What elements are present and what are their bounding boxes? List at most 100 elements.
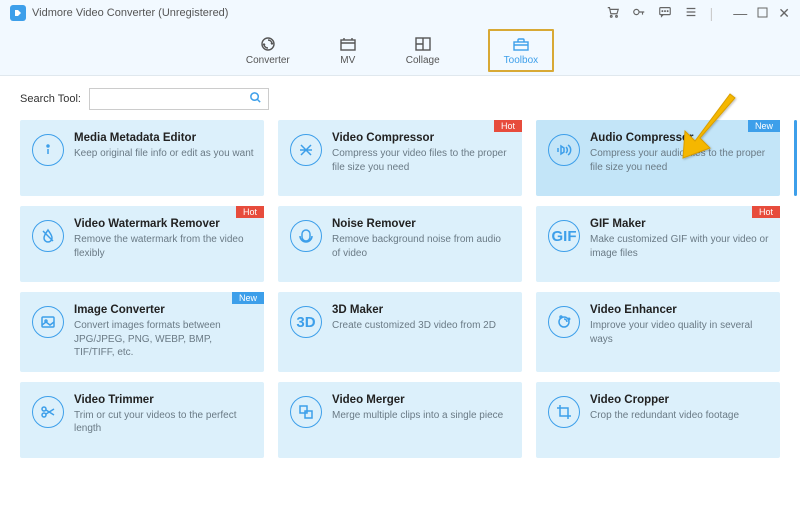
search-icon[interactable] — [249, 91, 262, 107]
card-body: Video Merger Merge multiple clips into a … — [332, 394, 512, 446]
tools-grid-wrap: Media Metadata Editor Keep original file … — [0, 120, 800, 472]
titlebar: Vidmore Video Converter (Unregistered) |… — [0, 0, 800, 26]
scroll-indicator[interactable] — [794, 120, 797, 196]
card-title: Media Metadata Editor — [74, 132, 254, 144]
badge-new: New — [232, 292, 264, 304]
tool-card[interactable]: Video Enhancer Improve your video quality… — [536, 292, 780, 372]
badge-hot: Hot — [236, 206, 264, 218]
tab-label: MV — [340, 55, 355, 66]
separator: | — [710, 5, 714, 21]
card-desc: Remove the watermark from the video flex… — [74, 233, 254, 260]
tab-collage[interactable]: Collage — [406, 35, 440, 66]
card-title: Video Merger — [332, 394, 512, 406]
svg-text:GIF: GIF — [552, 228, 577, 245]
card-desc: Convert images formats between JPG/JPEG,… — [74, 319, 254, 360]
menu-icon[interactable] — [684, 5, 698, 22]
enhance-icon — [548, 306, 580, 338]
tab-label: Toolbox — [504, 55, 538, 66]
card-body: Image Converter Convert images formats be… — [74, 304, 254, 360]
card-body: Media Metadata Editor Keep original file … — [74, 132, 254, 184]
3d-icon: 3D — [290, 306, 322, 338]
collage-icon — [413, 35, 433, 53]
tool-card[interactable]: Video Cropper Crop the redundant video fo… — [536, 382, 780, 458]
card-desc: Crop the redundant video footage — [590, 409, 770, 423]
trim-icon — [32, 396, 64, 428]
card-desc: Improve your video quality in several wa… — [590, 319, 770, 346]
tool-card[interactable]: 3D 3D Maker Create customized 3D video fro… — [278, 292, 522, 372]
card-desc: Make customized GIF with your video or i… — [590, 233, 770, 260]
tab-mv[interactable]: MV — [338, 35, 358, 66]
audio-compress-icon — [548, 134, 580, 166]
titlebar-right: | — ✕ — [606, 5, 790, 22]
key-icon[interactable] — [632, 5, 646, 22]
search-label: Search Tool: — [20, 93, 81, 105]
card-body: Audio Compressor Compress your audio file… — [590, 132, 770, 184]
tool-card[interactable]: NewImage Converter Convert images formats… — [20, 292, 264, 372]
tool-card[interactable]: HotVideo Watermark Remover Remove the wat… — [20, 206, 264, 282]
card-title: 3D Maker — [332, 304, 512, 316]
noise-icon — [290, 220, 322, 252]
watermark-icon — [32, 220, 64, 252]
card-title: Video Enhancer — [590, 304, 770, 316]
minimize-icon[interactable]: — — [733, 5, 747, 22]
svg-text:3D: 3D — [296, 314, 315, 331]
card-title: Image Converter — [74, 304, 254, 316]
tab-label: Collage — [406, 55, 440, 66]
tab-toolbox[interactable]: Toolbox — [488, 29, 554, 72]
card-desc: Merge multiple clips into a single piece — [332, 409, 512, 423]
close-icon[interactable]: ✕ — [778, 5, 790, 22]
converter-icon — [258, 35, 278, 53]
card-desc: Compress your video files to the proper … — [332, 147, 512, 174]
maximize-icon[interactable] — [757, 5, 768, 22]
merge-icon — [290, 396, 322, 428]
tools-grid: Media Metadata Editor Keep original file … — [20, 120, 780, 458]
badge-hot: Hot — [494, 120, 522, 132]
compress-icon — [290, 134, 322, 166]
tool-card[interactable]: Noise Remover Remove background noise fro… — [278, 206, 522, 282]
card-title: Video Cropper — [590, 394, 770, 406]
mv-icon — [338, 35, 358, 53]
card-desc: Keep original file info or edit as you w… — [74, 147, 254, 161]
app-title: Vidmore Video Converter (Unregistered) — [32, 7, 228, 19]
toolbox-icon — [511, 35, 531, 53]
badge-new: New — [748, 120, 780, 132]
tool-card[interactable]: Hot GIF GIF Maker Make customized GIF with … — [536, 206, 780, 282]
card-body: GIF Maker Make customized GIF with your v… — [590, 218, 770, 270]
main-tabs: Converter MV Collage Toolbox — [0, 26, 800, 76]
card-title: GIF Maker — [590, 218, 770, 230]
app-logo-icon — [10, 5, 26, 21]
card-desc: Compress your audio files to the proper … — [590, 147, 770, 174]
tool-card[interactable]: NewAudio Compressor Compress your audio f… — [536, 120, 780, 196]
window-controls: — ✕ — [733, 5, 790, 22]
tab-label: Converter — [246, 55, 290, 66]
card-body: Video Trimmer Trim or cut your videos to … — [74, 394, 254, 446]
card-title: Noise Remover — [332, 218, 512, 230]
gif-icon: GIF — [548, 220, 580, 252]
feedback-icon[interactable] — [658, 5, 672, 22]
card-body: Video Watermark Remover Remove the waterm… — [74, 218, 254, 270]
image-icon — [32, 306, 64, 338]
search-field[interactable] — [96, 93, 246, 105]
cart-icon[interactable] — [606, 5, 620, 22]
badge-hot: Hot — [752, 206, 780, 218]
tool-card[interactable]: Video Trimmer Trim or cut your videos to … — [20, 382, 264, 458]
card-body: Video Enhancer Improve your video quality… — [590, 304, 770, 360]
crop-icon — [548, 396, 580, 428]
search-row: Search Tool: — [0, 76, 800, 120]
tool-card[interactable]: Media Metadata Editor Keep original file … — [20, 120, 264, 196]
card-desc: Create customized 3D video from 2D — [332, 319, 512, 333]
card-desc: Remove background noise from audio of vi… — [332, 233, 512, 260]
tab-converter[interactable]: Converter — [246, 35, 290, 66]
card-title: Audio Compressor — [590, 132, 770, 144]
tool-card[interactable]: HotVideo Compressor Compress your video f… — [278, 120, 522, 196]
info-icon — [32, 134, 64, 166]
card-title: Video Compressor — [332, 132, 512, 144]
search-input[interactable] — [89, 88, 269, 110]
tool-card[interactable]: Video Merger Merge multiple clips into a … — [278, 382, 522, 458]
card-desc: Trim or cut your videos to the perfect l… — [74, 409, 254, 436]
card-body: Video Compressor Compress your video file… — [332, 132, 512, 184]
card-body: 3D Maker Create customized 3D video from … — [332, 304, 512, 360]
card-title: Video Trimmer — [74, 394, 254, 406]
titlebar-left: Vidmore Video Converter (Unregistered) — [10, 5, 228, 21]
card-title: Video Watermark Remover — [74, 218, 254, 230]
